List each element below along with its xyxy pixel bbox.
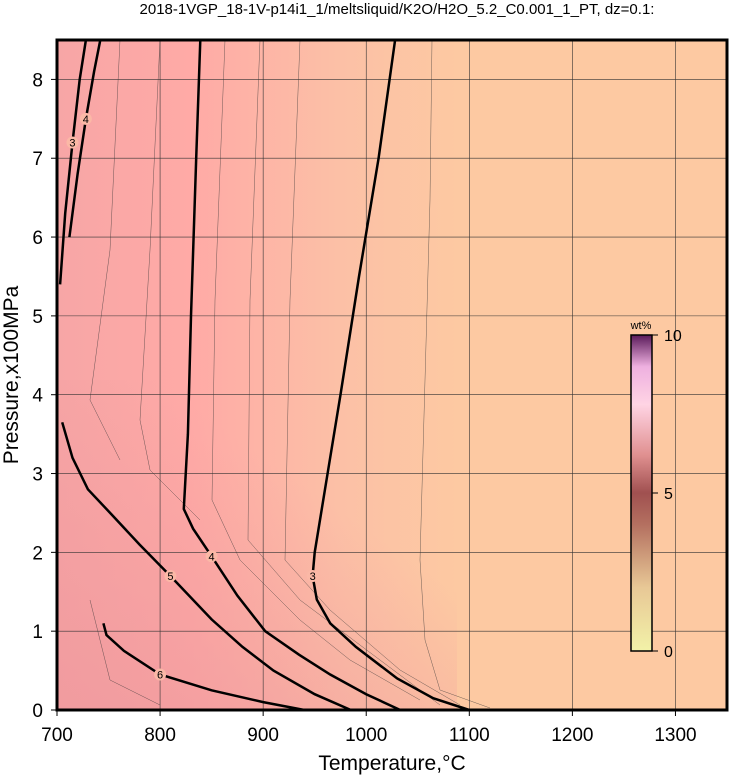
thin-contours <box>89 39 491 709</box>
contour-label-bg <box>205 550 218 563</box>
y-tick-label: 6 <box>32 228 43 249</box>
contour-label-bg <box>306 570 319 582</box>
colorbar-tick-label: 0 <box>664 644 673 661</box>
y-tick-label: 1 <box>32 622 43 643</box>
colorbar-ticks: 0 5 10 <box>652 328 682 661</box>
contour-label-bg <box>66 136 79 149</box>
colorbar-label: wt% <box>630 320 652 332</box>
x-tick-label: 800 <box>144 725 176 746</box>
frame <box>55 38 729 712</box>
chart-title: 2018-1VGP_18-1V-p14i1_1/meltsliquid/K2O/… <box>140 1 655 18</box>
y-tick-label: 5 <box>32 307 43 328</box>
contour-label-bg <box>154 668 167 681</box>
y-tick-label: 4 <box>32 386 43 407</box>
y-tick-label: 8 <box>32 70 43 91</box>
contour-label: 4 <box>83 114 89 126</box>
contour-label: 6 <box>157 670 163 682</box>
colorbar <box>630 334 653 652</box>
y-tick-label: 3 <box>32 465 43 486</box>
y-tick-label: 7 <box>32 149 43 170</box>
contour-label: 3 <box>69 137 75 149</box>
thin-contour <box>89 39 121 461</box>
thin-contour <box>247 39 441 706</box>
colorbar-tick-label: 5 <box>664 486 673 503</box>
thin-contour <box>284 39 461 706</box>
y-axis-label: Pressure,x100MPa <box>0 285 23 464</box>
thin-contour <box>89 599 161 706</box>
colorbar-tick-label: 10 <box>664 328 682 345</box>
y-tick-label: 0 <box>32 701 43 722</box>
thin-contour <box>419 39 491 709</box>
x-tick-label: 1100 <box>449 725 490 746</box>
x-axis-label: Temperature,°C <box>318 752 465 775</box>
thin-contour <box>139 39 201 521</box>
x-tick-label: 700 <box>41 725 73 746</box>
x-tick-label: 1300 <box>654 725 696 746</box>
contour-label: 5 <box>167 571 173 583</box>
field-shade <box>57 380 457 710</box>
contour-label: 4 <box>209 551 215 563</box>
x-tick-label: 1200 <box>551 725 593 746</box>
thin-contour <box>211 39 421 701</box>
contour-label: 3 <box>310 571 316 583</box>
y-tick-label: 2 <box>32 543 43 564</box>
x-tick-label: 1000 <box>345 725 387 746</box>
contour-label-bg <box>79 112 92 125</box>
contour-label-bg <box>164 570 177 582</box>
x-tick-label: 900 <box>247 725 279 746</box>
